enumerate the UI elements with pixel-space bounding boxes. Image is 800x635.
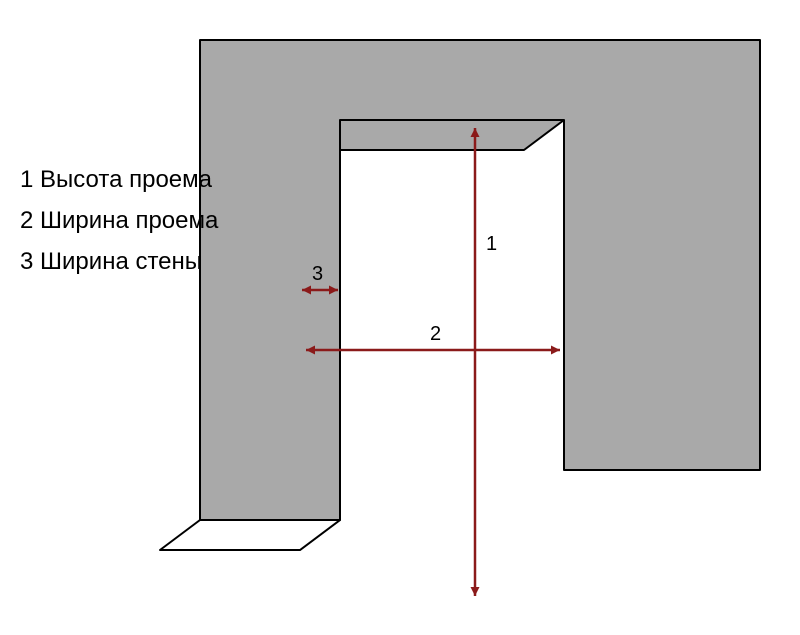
legend-text: Ширина проема xyxy=(40,207,218,234)
svg-text:1: 1 xyxy=(486,233,497,255)
legend-num: 2 xyxy=(20,207,33,234)
svg-text:2: 2 xyxy=(430,323,441,345)
door-opening-diagram: 1 2 3 xyxy=(0,0,800,635)
diagram-container: 1 2 3 1 Высота проема 2 Ширина проема 3 Ши… xyxy=(0,0,800,635)
legend-text: Высота проема xyxy=(40,166,212,193)
legend-num: 3 xyxy=(20,248,33,275)
legend-item-3: 3 Ширина стены xyxy=(20,242,218,283)
legend-item-1: 1 Высота проема xyxy=(20,160,218,201)
legend-item-2: 2 Ширина проема xyxy=(20,201,218,242)
legend-text: Ширина стены xyxy=(40,248,202,275)
svg-text:3: 3 xyxy=(312,263,323,285)
legend-num: 1 xyxy=(20,166,33,193)
legend: 1 Высота проема 2 Ширина проема 3 Ширина… xyxy=(20,160,218,282)
